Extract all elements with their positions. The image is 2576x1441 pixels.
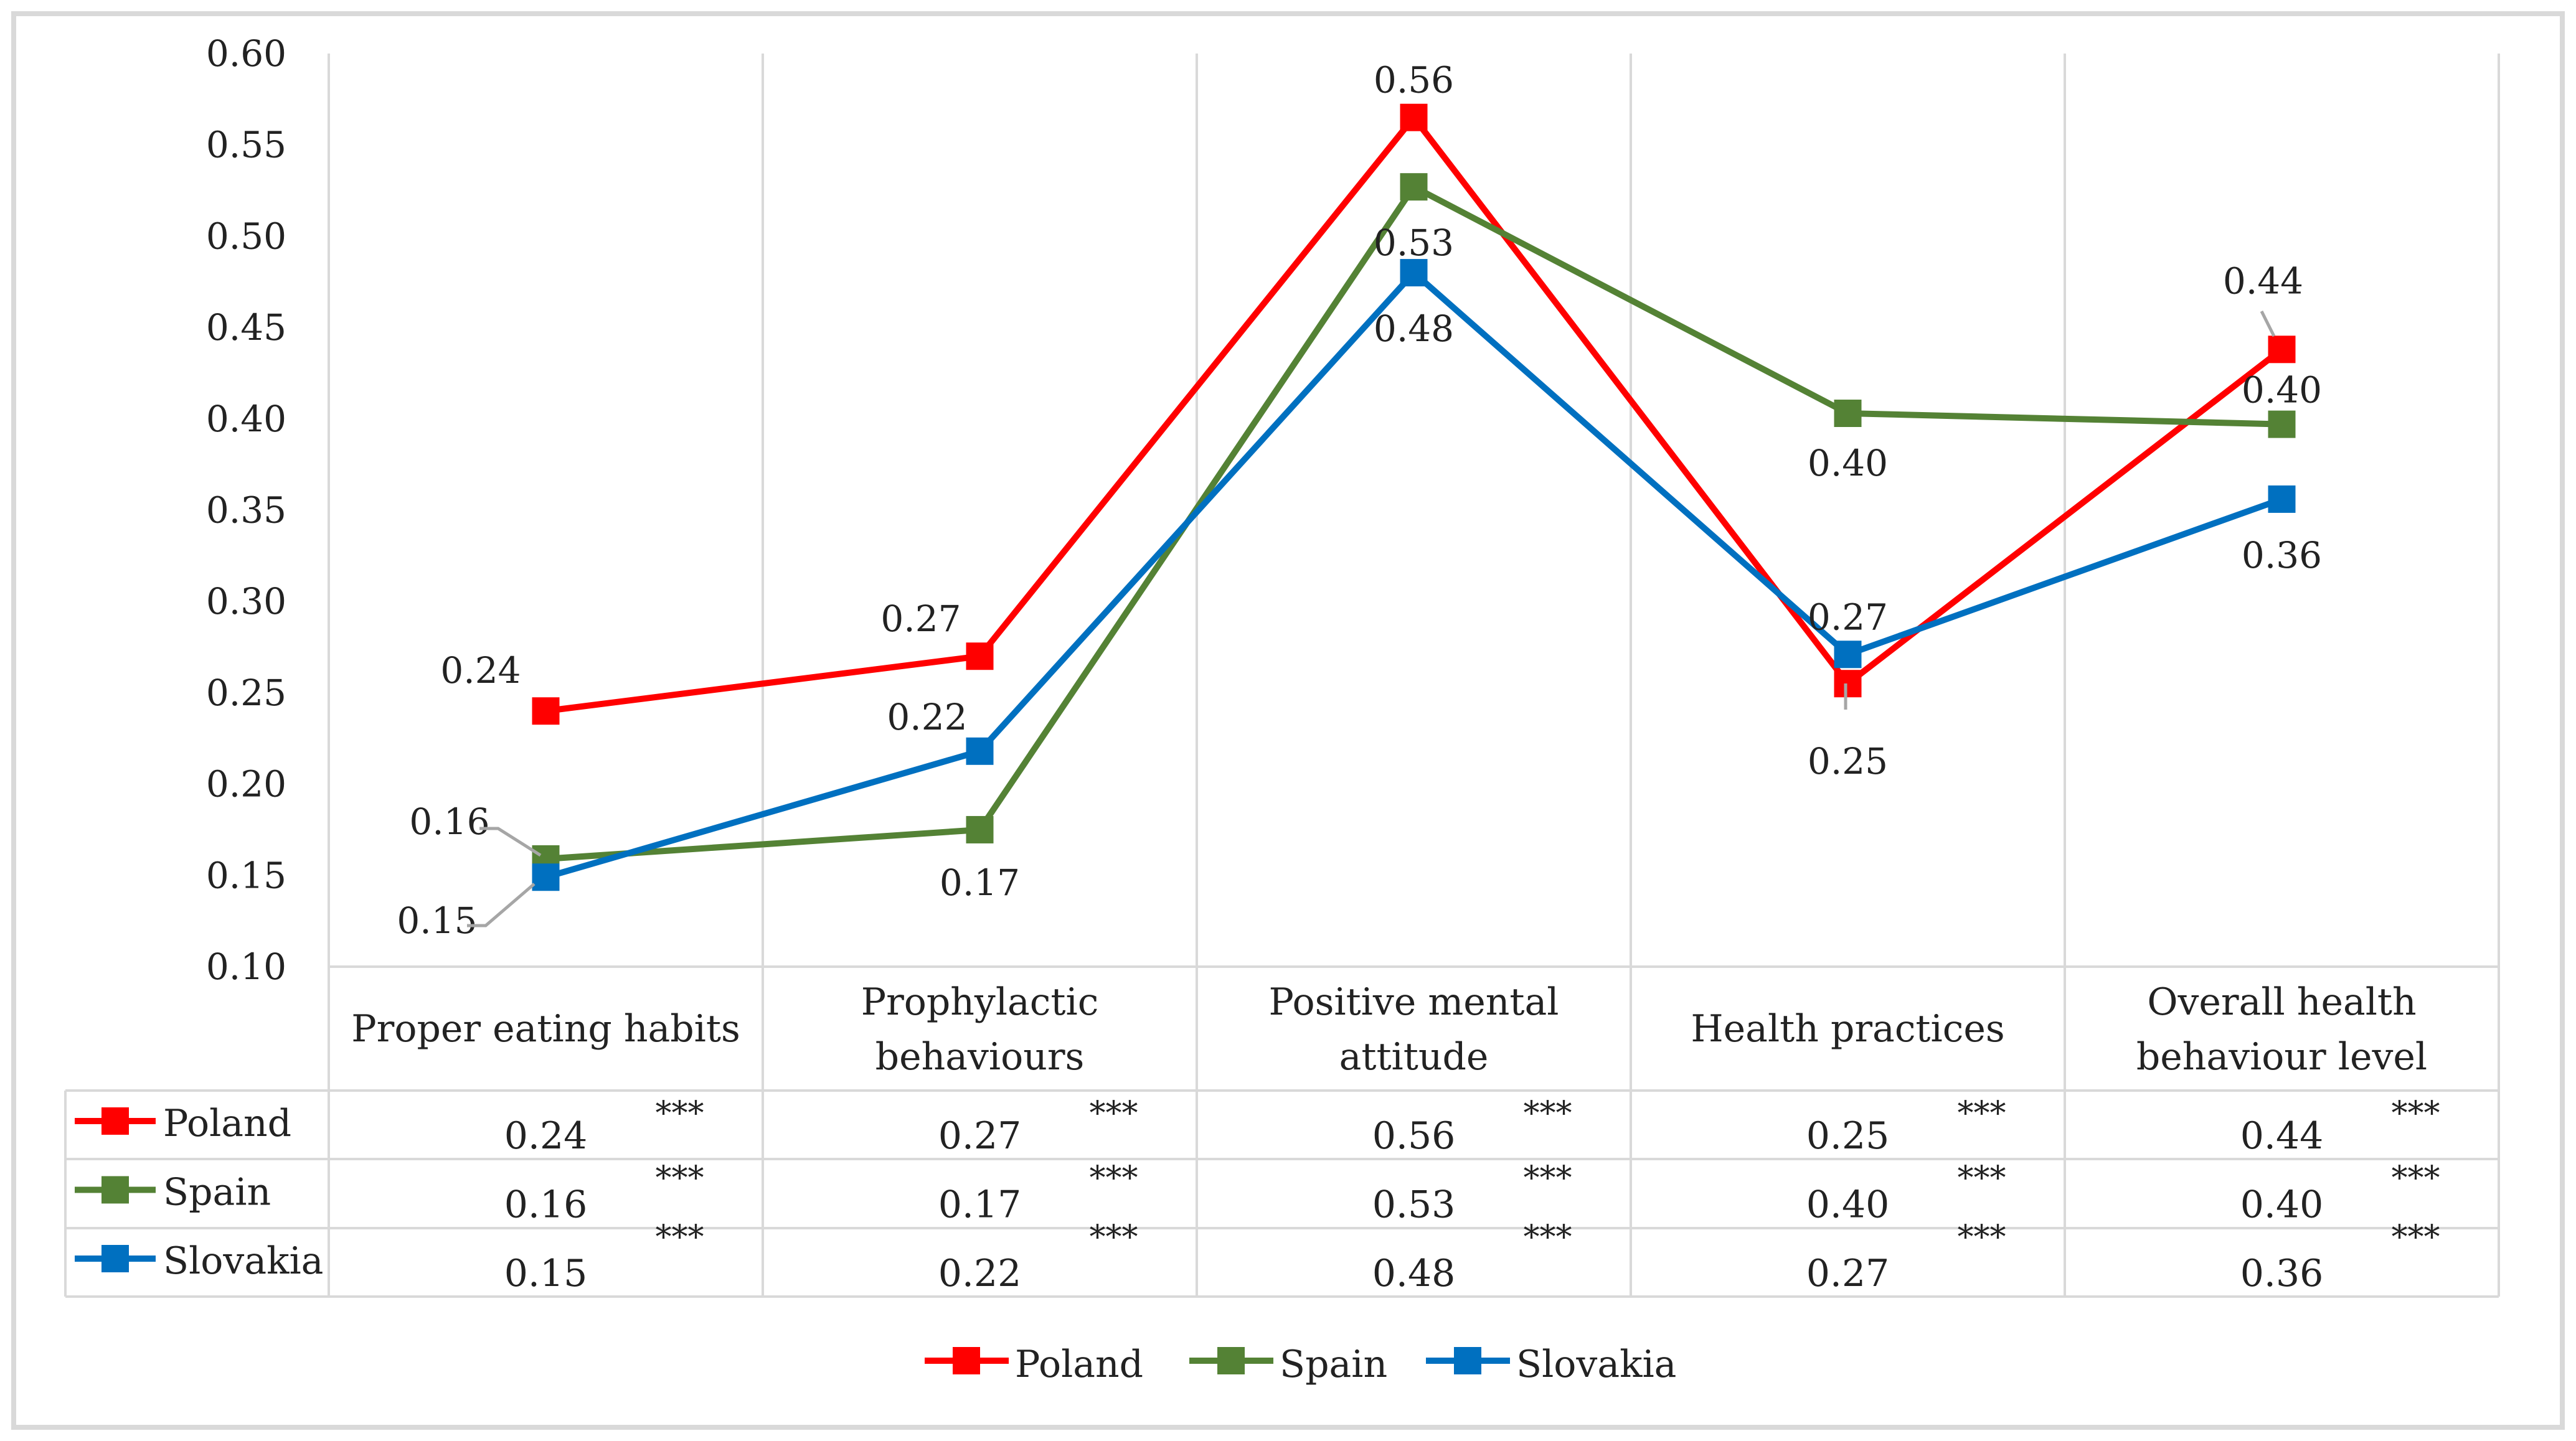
series-line-poland	[545, 114, 2284, 715]
data-point-poland	[532, 697, 560, 725]
data-point-slovakia	[1400, 259, 1428, 287]
legend-key-marker	[1454, 1347, 1481, 1374]
legend-label: Poland	[1015, 1343, 1143, 1386]
data-point-poland	[966, 642, 994, 670]
data-point-spain	[966, 815, 994, 843]
table-cell-value: 0.27	[938, 1114, 1022, 1158]
data-label-spain: 0.40	[2242, 369, 2322, 411]
y-tick-label: 0.20	[206, 763, 286, 805]
table-cell-significance: ***	[656, 1160, 704, 1197]
table-legend-key-marker	[101, 1176, 129, 1204]
data-label-spain: 0.40	[1808, 442, 1888, 484]
table-cell-significance: ***	[2392, 1219, 2440, 1256]
category-label: attitude	[1339, 1035, 1489, 1079]
data-label-spain: 0.53	[1374, 222, 1454, 264]
data-label-poland: 0.27	[880, 598, 961, 640]
data-point-poland	[2268, 336, 2296, 364]
table-cell-value: 0.53	[1372, 1183, 1456, 1227]
category-label: behaviour level	[2136, 1035, 2427, 1079]
y-tick-label: 0.30	[206, 580, 286, 622]
table-cell-significance: ***	[1524, 1160, 1572, 1197]
table-row-label: Slovakia	[163, 1239, 323, 1283]
table-row-label: Spain	[163, 1171, 271, 1214]
y-tick-label: 0.25	[206, 672, 286, 714]
table-cell-significance: ***	[1958, 1160, 2006, 1197]
leader-line	[2260, 310, 2276, 337]
data-label-spain: 0.16	[409, 800, 489, 843]
table-cell-significance: ***	[1524, 1095, 1572, 1132]
data-point-spain	[2268, 410, 2296, 438]
leader-line	[479, 827, 542, 857]
table-cell-significance: ***	[1090, 1095, 1138, 1132]
table-legend-key-marker	[101, 1245, 129, 1272]
table-cell-value: 0.15	[504, 1252, 588, 1295]
data-point-poland	[1400, 103, 1428, 131]
category-label: Overall health	[2147, 980, 2416, 1024]
data-label-poland: 0.56	[1374, 59, 1454, 101]
y-tick-label: 0.50	[206, 215, 286, 257]
data-label-slovakia: 0.27	[1808, 596, 1888, 638]
table-cell-value: 0.40	[2240, 1183, 2324, 1227]
y-tick-label: 0.60	[206, 32, 286, 75]
data-point-poland	[1834, 670, 1862, 698]
data-label-spain: 0.17	[940, 861, 1020, 904]
table-legend-key-marker	[101, 1107, 129, 1135]
legend-label: Slovakia	[1516, 1343, 1676, 1386]
table-cell-value: 0.27	[1806, 1252, 1890, 1295]
data-label-slovakia: 0.48	[1374, 307, 1454, 350]
y-tick-label: 0.45	[206, 306, 286, 349]
table-cell-significance: ***	[656, 1095, 704, 1132]
table-cell-significance: ***	[656, 1219, 704, 1256]
data-point-slovakia	[966, 737, 994, 765]
data-point-slovakia	[2268, 485, 2296, 513]
y-tick-label: 0.35	[206, 489, 286, 532]
data-label-poland: 0.44	[2223, 260, 2303, 302]
leader-line	[467, 883, 535, 927]
legend-label: Spain	[1280, 1343, 1387, 1386]
y-tick-label: 0.40	[206, 398, 286, 440]
table-cell-value: 0.16	[504, 1183, 588, 1227]
table-cell-value: 0.56	[1372, 1114, 1456, 1158]
category-label: Prophylactic	[861, 980, 1099, 1024]
table-cell-significance: ***	[1090, 1160, 1138, 1197]
category-label: Proper eating habits	[351, 1007, 740, 1051]
table-cell-significance: ***	[2392, 1095, 2440, 1132]
data-label-slovakia: 0.22	[887, 696, 967, 738]
data-point-spain	[1400, 173, 1428, 201]
data-label-poland: 0.24	[440, 649, 521, 692]
table-cell-significance: ***	[1524, 1219, 1572, 1256]
data-point-slovakia	[532, 863, 560, 891]
data-point-slovakia	[1834, 641, 1862, 669]
series-line-spain	[545, 184, 2282, 862]
table-cell-significance: ***	[1958, 1095, 2006, 1132]
data-label-slovakia: 0.36	[2242, 534, 2322, 576]
category-label: Positive mental	[1269, 980, 1559, 1024]
table-row-label: Poland	[163, 1102, 291, 1145]
table-cell-value: 0.44	[2240, 1114, 2324, 1158]
legend-key-marker	[953, 1347, 980, 1374]
table-cell-value: 0.36	[2240, 1252, 2324, 1295]
table-cell-value: 0.40	[1806, 1183, 1890, 1227]
y-tick-label: 0.55	[206, 124, 286, 166]
y-tick-label: 0.10	[206, 946, 286, 988]
table-cell-value: 0.22	[938, 1252, 1022, 1295]
data-point-spain	[1834, 399, 1862, 427]
table-cell-value: 0.48	[1372, 1252, 1456, 1295]
data-label-slovakia: 0.15	[397, 899, 477, 942]
table-cell-value: 0.17	[938, 1183, 1022, 1227]
y-tick-label: 0.15	[206, 854, 286, 896]
table-cell-significance: ***	[2392, 1160, 2440, 1197]
chart-frame	[11, 11, 2565, 1430]
table-cell-significance: ***	[1958, 1219, 2006, 1256]
series-line-slovakia	[545, 270, 2283, 881]
table-cell-value: 0.24	[504, 1114, 588, 1158]
category-label: Health practices	[1691, 1007, 2004, 1051]
table-cell-value: 0.25	[1806, 1114, 1890, 1158]
category-label: behaviours	[875, 1035, 1085, 1079]
table-cell-significance: ***	[1090, 1219, 1138, 1256]
data-label-poland: 0.25	[1808, 740, 1888, 782]
legend-key-marker	[1217, 1347, 1245, 1374]
